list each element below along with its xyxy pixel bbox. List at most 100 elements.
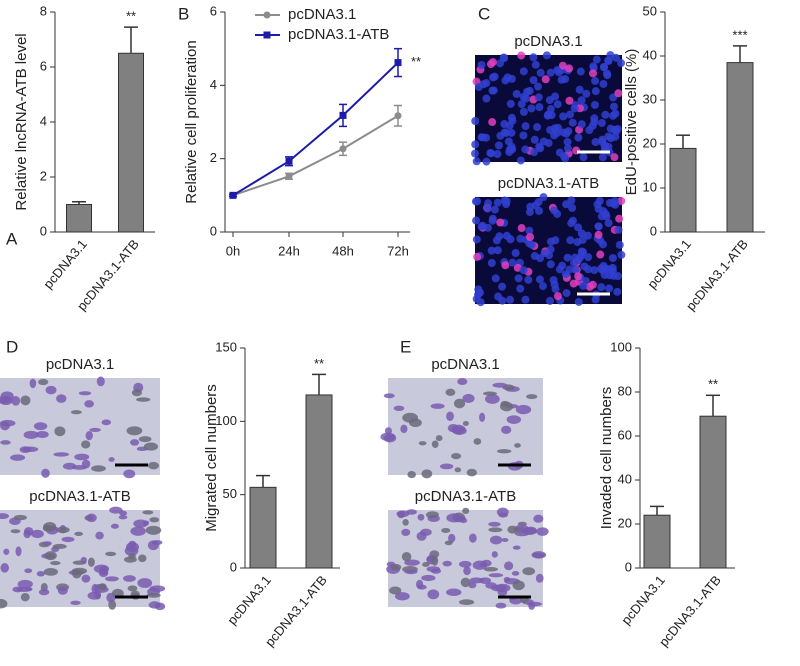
cell	[593, 200, 602, 209]
cell	[441, 527, 451, 534]
cell	[617, 250, 626, 259]
point	[339, 111, 347, 119]
cell	[488, 216, 497, 225]
cell	[110, 523, 119, 529]
cell	[125, 542, 140, 553]
cell	[0, 419, 16, 427]
cell	[519, 107, 528, 116]
x-tick-label: 72h	[387, 243, 409, 258]
cell	[563, 137, 572, 146]
point	[339, 145, 347, 153]
cell	[80, 556, 87, 564]
cell	[565, 64, 574, 73]
cell	[29, 378, 37, 389]
cell	[490, 584, 507, 592]
cell	[0, 598, 8, 609]
cell	[546, 237, 555, 246]
cell	[512, 89, 521, 98]
panel-letter: C	[478, 4, 490, 23]
cell	[551, 92, 560, 101]
cell	[142, 520, 150, 526]
cell	[534, 93, 543, 102]
cell	[458, 560, 472, 568]
cell	[504, 561, 514, 571]
cell	[20, 592, 30, 602]
cell	[546, 68, 555, 77]
cell	[517, 100, 526, 109]
cell	[472, 157, 481, 166]
cell	[590, 118, 599, 127]
cell	[553, 100, 562, 109]
cell	[130, 526, 146, 536]
cell	[608, 263, 617, 272]
cell	[502, 197, 511, 206]
cell	[570, 104, 579, 113]
cell	[554, 68, 563, 77]
cell	[91, 465, 106, 472]
cell	[149, 517, 160, 523]
cell	[522, 567, 536, 576]
cell	[501, 425, 512, 434]
cell	[523, 87, 532, 96]
cell	[551, 285, 560, 294]
cell	[471, 140, 480, 149]
cell	[78, 391, 92, 396]
cell	[590, 266, 599, 275]
cell	[617, 197, 626, 206]
micrograph	[0, 376, 160, 479]
cell	[393, 405, 405, 412]
cell	[598, 138, 607, 147]
cell	[417, 584, 427, 590]
cell	[516, 284, 525, 293]
cell	[538, 282, 547, 291]
cell	[50, 561, 61, 566]
cell	[610, 102, 619, 111]
cell	[145, 525, 162, 535]
y-tick-label: 2	[210, 150, 217, 165]
cell	[535, 275, 544, 284]
y-tick-label: 100	[610, 339, 632, 354]
y-axis-label: Relative lncRNA-ATB level	[13, 33, 30, 210]
cell	[610, 153, 619, 162]
y-tick-label: 6	[210, 3, 217, 18]
cell	[558, 61, 567, 70]
cell	[579, 153, 588, 162]
cell	[404, 559, 420, 566]
significance: **	[411, 54, 421, 69]
cell	[536, 144, 545, 153]
cell	[487, 246, 496, 255]
cell	[482, 94, 491, 103]
cell	[492, 236, 501, 245]
cell	[554, 123, 563, 132]
x-tick-label: 48h	[332, 243, 354, 258]
cell	[496, 218, 505, 227]
cell	[427, 589, 440, 600]
cell	[501, 261, 510, 270]
cell	[553, 292, 562, 301]
cell	[477, 133, 486, 142]
cell	[431, 555, 439, 566]
cell	[536, 68, 545, 77]
cell	[498, 282, 507, 291]
cell	[466, 468, 477, 477]
cell	[530, 135, 539, 144]
cell	[569, 279, 578, 288]
cell	[10, 454, 26, 461]
cell	[54, 426, 66, 437]
cell	[591, 76, 600, 85]
y-tick-label: 150	[215, 339, 237, 354]
cell	[421, 574, 436, 582]
cell	[517, 224, 526, 233]
y-tick-label: 6	[40, 58, 47, 73]
cell	[126, 426, 143, 436]
cell	[540, 249, 549, 258]
cell	[492, 382, 508, 388]
cell	[137, 578, 153, 588]
bar	[66, 204, 92, 233]
cell	[527, 104, 536, 113]
series-line	[232, 61, 399, 197]
cell	[501, 76, 510, 85]
cell	[567, 219, 576, 228]
cell	[614, 89, 623, 98]
cell	[522, 94, 531, 103]
